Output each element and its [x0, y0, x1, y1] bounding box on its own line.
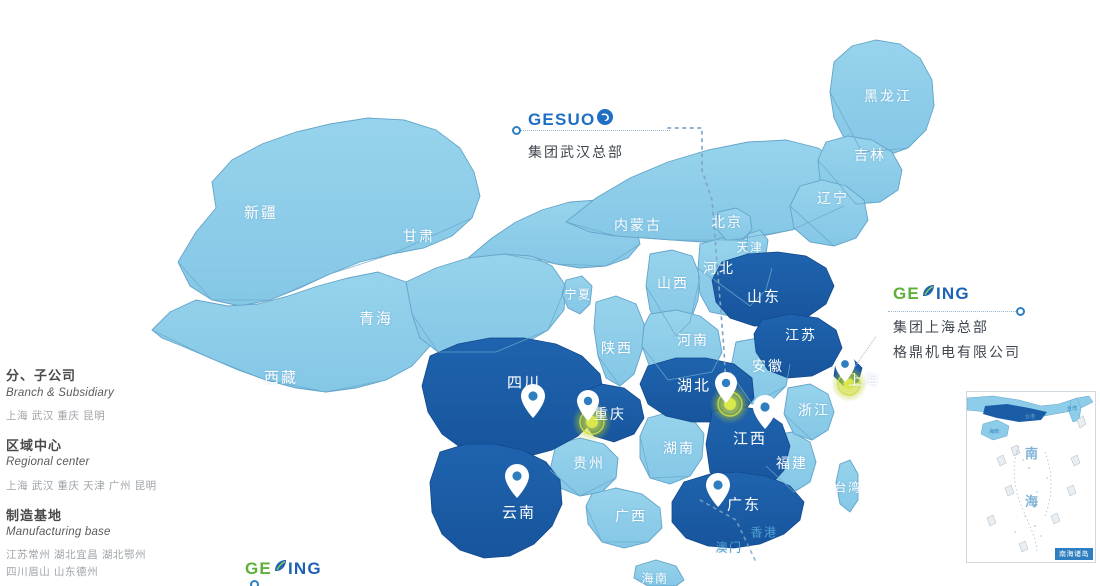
pin-sichuan [521, 384, 545, 418]
legend-title-regional-en: Regional center [6, 456, 90, 469]
leader-wuhan [518, 130, 670, 131]
geding-logo-mark [921, 283, 936, 304]
leader-shanghai [888, 311, 1020, 312]
province-yunnan [429, 443, 563, 559]
inset-hk-label: 台港 [1025, 413, 1035, 420]
geding-logo: GE ING [893, 283, 1021, 304]
inset-svg: 海南 台湾 台港 南 海 [966, 392, 1095, 562]
geding-logo-bottom-ing: ING [287, 558, 322, 578]
inset-corner-label: 南海诸岛 [1055, 548, 1093, 560]
inset-sea-label-2: 海 [1025, 494, 1038, 509]
legend-title-manufacturing-cn: 制造基地 [6, 507, 63, 523]
geding-logo-text-ing: ING [935, 283, 970, 303]
legend-items-branch: 上海 武汉 重庆 昆明 [6, 409, 106, 422]
node-wuhan [512, 126, 521, 135]
legend-title-manufacturing-en: Manufacturing base [6, 526, 111, 539]
province-guangdong [671, 471, 805, 549]
gesuo-logo-text: GESUO [528, 109, 596, 129]
legend-block-manufacturing: 制造基地 Manufacturing base 江苏常州 湖北宜昌 湖北鄂州 四… [6, 507, 221, 580]
legend-block-branch: 分、子公司 Branch & Subsidiary 上海 武汉 重庆 昆明 [6, 367, 221, 424]
pin-yunnan [505, 464, 529, 498]
province-borders [151, 91, 927, 543]
route-bottom [699, 499, 756, 561]
gesuo-logo-mark [596, 108, 614, 131]
pin-chongqing [577, 390, 599, 421]
callout-shanghai-hq[interactable]: GE ING 集团上海总部 格鼎机电有限公司 [893, 283, 1021, 363]
inset-hainan-label: 海南 [989, 428, 999, 435]
legend-title-branch-en: Branch & Subsidiary [6, 386, 114, 399]
callout-shanghai-caption-2: 格鼎机电有限公司 [893, 344, 1021, 360]
legend-items-regional: 上海 武汉 重庆 天津 广州 昆明 [6, 479, 157, 492]
callout-bottom-geding[interactable]: GE ING [245, 558, 322, 579]
inset-taiwan-label: 台湾 [1067, 405, 1077, 412]
legend: 分、子公司 Branch & Subsidiary 上海 武汉 重庆 昆明 区域… [6, 367, 221, 586]
callout-shanghai-caption-1: 集团上海总部 [893, 319, 989, 335]
geding-logo-text-ge: GE [893, 283, 920, 303]
pin-shanghai [835, 354, 855, 382]
province-jiangsu [753, 313, 843, 379]
node-bottom-geding [250, 580, 259, 586]
callout-wuhan-hq[interactable]: GESUO 集团武汉总部 [528, 108, 624, 163]
legend-block-regional: 区域中心 Regional center 上海 武汉 重庆 天津 广州 昆明 [6, 437, 221, 494]
geding-logo-bottom-ge: GE [245, 558, 272, 578]
pin-guangdong [706, 473, 730, 507]
node-shanghai [1016, 307, 1025, 316]
map-pins [505, 354, 855, 507]
pin-hubei [715, 372, 737, 403]
geding-logo-bottom: GE ING [245, 558, 322, 579]
inset-sea-label-1: 南 [1025, 446, 1038, 461]
gesuo-logo: GESUO [528, 108, 624, 131]
inset-map-south-china-sea[interactable]: 海南 台湾 台港 南 海 [966, 391, 1096, 563]
legend-title-branch-cn: 分、子公司 [6, 368, 77, 383]
route-lines [667, 127, 756, 561]
legend-title-regional-cn: 区域中心 [6, 437, 63, 453]
geding-logo-bottom-mark [273, 558, 288, 579]
callout-wuhan-caption: 集团武汉总部 [528, 144, 624, 160]
province-shandong [711, 251, 835, 327]
route-wuhan [667, 127, 727, 389]
legend-items-manufacturing: 江苏常州 湖北宜昌 湖北鄂州 四川眉山 山东德州 [6, 549, 147, 578]
pin-jiangxi [753, 395, 777, 429]
